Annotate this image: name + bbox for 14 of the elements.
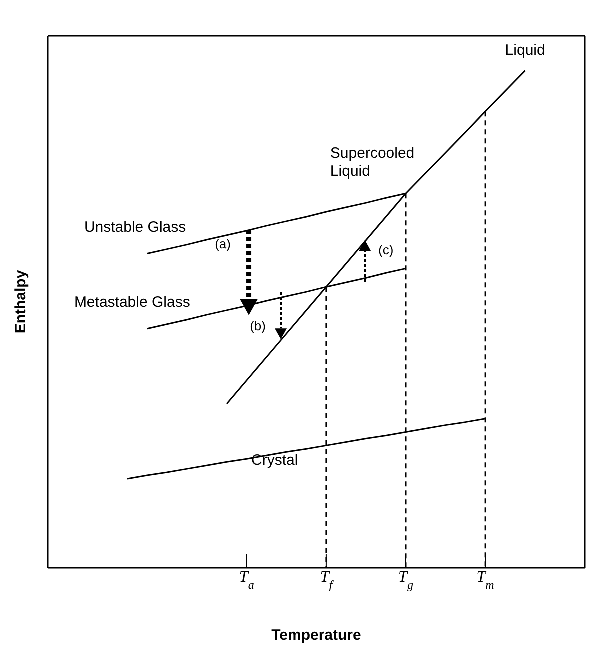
y-axis-title: Enthalpy (12, 270, 30, 334)
annotation: (c) (378, 242, 394, 258)
series-label: Metastable Glass (74, 294, 190, 311)
series-label: Crystal (252, 452, 298, 469)
annotation: (a) (215, 236, 231, 252)
x-tick-label: T$_{m}$ (476, 569, 495, 592)
series-label: Unstable Glass (84, 218, 186, 236)
annotation: Supercooled Liquid (330, 144, 415, 180)
x-tick-label: T$_{a}$ (239, 569, 254, 592)
x-tick-label: T$_{g}$ (398, 569, 414, 592)
x-axis-title: Temperature (272, 627, 362, 644)
annotation: (b) (250, 318, 266, 334)
series-label: Liquid (505, 42, 546, 59)
x-tick-label: T$_{f}$ (320, 569, 334, 592)
